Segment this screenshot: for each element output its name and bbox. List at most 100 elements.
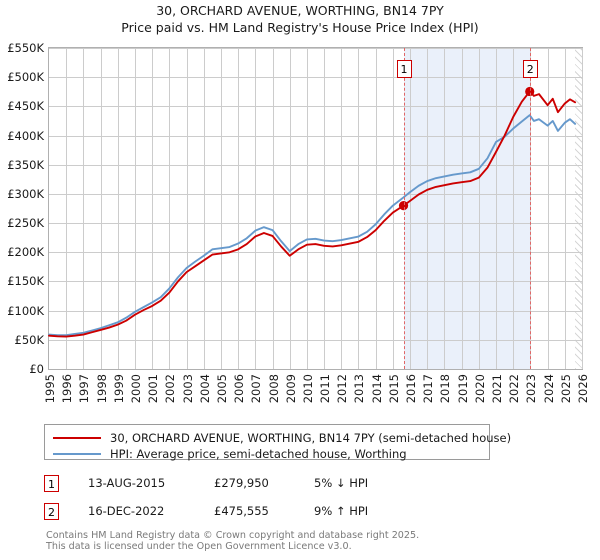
x-axis-tick-label: 2012 — [335, 374, 350, 404]
gridline-vertical — [186, 48, 188, 369]
y-axis-tick-label: £350K — [7, 157, 44, 172]
chart-subtitle: Price paid vs. HM Land Registry's House … — [121, 20, 479, 35]
gridline-vertical — [392, 48, 394, 369]
x-axis-tick-label: 2021 — [490, 374, 505, 404]
gridline-vertical — [375, 48, 377, 369]
gridline-vertical — [358, 48, 360, 369]
x-axis-tick-label: 2000 — [128, 374, 143, 404]
transaction-price: £279,950 — [214, 476, 269, 490]
x-axis-tick-label: 2009 — [283, 374, 298, 404]
gridline-vertical — [461, 48, 463, 369]
transaction-marker-1[interactable]: 1 — [396, 60, 412, 78]
gridline-vertical — [496, 48, 498, 369]
gridline-horizontal — [49, 281, 582, 283]
x-axis-tick-label: 2001 — [146, 374, 161, 404]
transaction-marker-2[interactable]: 2 — [522, 60, 538, 78]
footer-line-2: This data is licensed under the Open Gov… — [46, 541, 352, 552]
x-axis-tick-label: 2006 — [232, 374, 247, 404]
x-axis-tick-label: 2011 — [318, 374, 333, 404]
y-axis-tick-label: £100K — [7, 303, 44, 318]
gridline-vertical — [289, 48, 291, 369]
series-line — [48, 114, 577, 337]
gridline-vertical — [547, 48, 549, 369]
x-axis-tick-label: 2004 — [197, 374, 212, 404]
gridline-horizontal — [49, 223, 582, 225]
gridline-horizontal — [49, 193, 582, 195]
x-axis-tick-label: 2025 — [558, 374, 573, 404]
x-axis-tick-label: 2018 — [438, 374, 453, 404]
legend: 30, ORCHARD AVENUE, WORTHING, BN14 7PY (… — [44, 424, 511, 462]
legend-label: HPI: Average price, semi-detached house,… — [110, 447, 407, 461]
x-axis-tick-label: 2016 — [404, 374, 419, 404]
transaction-price: £475,555 — [214, 504, 269, 518]
x-axis-tick-label: 2026 — [576, 374, 590, 404]
footer-line-1: Contains HM Land Registry data © Crown c… — [46, 530, 420, 541]
transaction-vline — [403, 48, 405, 369]
transaction-date: 16-DEC-2022 — [88, 504, 165, 518]
y-axis-tick-label: £250K — [7, 216, 44, 231]
gridline-vertical — [341, 48, 343, 369]
x-axis-tick-label: 2015 — [386, 374, 401, 404]
footer: Contains HM Land Registry data © Crown c… — [46, 530, 586, 552]
gridline-vertical — [100, 48, 102, 369]
transaction-hpi-delta: 5% ↓ HPI — [314, 476, 369, 490]
gridline-horizontal — [49, 106, 582, 108]
legend-color-swatch — [53, 453, 101, 455]
gridline-horizontal — [49, 252, 582, 254]
gridline-vertical — [272, 48, 274, 369]
plot-area — [48, 47, 583, 370]
x-axis-tick-label: 1999 — [111, 374, 126, 404]
gridline-vertical — [324, 48, 326, 369]
gridline-vertical — [410, 48, 412, 369]
gridline-vertical — [306, 48, 308, 369]
transaction-hpi-delta: 9% ↑ HPI — [314, 504, 369, 518]
x-axis-tick-label: 1995 — [43, 374, 57, 404]
x-axis-tick-label: 2002 — [163, 374, 178, 404]
y-axis-tick-label: £50K — [14, 332, 45, 347]
x-axis-tick-label: 2024 — [541, 374, 556, 404]
x-axis-tick-label: 2014 — [369, 374, 384, 404]
x-axis-tick-label: 1997 — [77, 374, 92, 404]
x-axis-tick-label: 2003 — [180, 374, 195, 404]
gridline-vertical — [238, 48, 240, 369]
series-line — [48, 90, 577, 338]
x-axis-tick-label: 2013 — [352, 374, 367, 404]
gridline-vertical — [134, 48, 136, 369]
chart-titles: 30, ORCHARD AVENUE, WORTHING, BN14 7PY P… — [0, 2, 600, 36]
gridline-vertical — [427, 48, 429, 369]
x-axis-tick-label: 2017 — [421, 374, 436, 404]
y-axis-tick-label: £450K — [7, 99, 44, 114]
x-axis-tick-label: 2008 — [266, 374, 281, 404]
x-axis-tick-label: 2007 — [249, 374, 264, 404]
gridline-vertical — [444, 48, 446, 369]
x-axis-tick-label: 2005 — [214, 374, 229, 404]
gridline-vertical — [513, 48, 515, 369]
gridline-horizontal — [49, 77, 582, 79]
gridline-vertical — [582, 48, 583, 369]
y-axis-tick-label: £150K — [7, 274, 44, 289]
gridline-vertical — [66, 48, 68, 369]
transaction-date: 13-AUG-2015 — [88, 476, 166, 490]
gridline-vertical — [83, 48, 85, 369]
gridline-vertical — [152, 48, 154, 369]
y-axis-tick-label: £300K — [7, 186, 44, 201]
gridline-horizontal — [49, 339, 582, 341]
gridline-vertical — [203, 48, 205, 369]
gridline-horizontal — [49, 48, 582, 49]
gridline-vertical — [478, 48, 480, 369]
gridline-horizontal — [49, 310, 582, 312]
gridline-vertical — [564, 48, 566, 369]
legend-item: HPI: Average price, semi-detached house,… — [53, 446, 407, 462]
x-axis-tick-label: 2010 — [300, 374, 315, 404]
x-axis-tick-label: 1998 — [94, 374, 109, 404]
transaction-vline — [529, 48, 531, 369]
gridline-horizontal — [49, 164, 582, 166]
x-axis-tick-label: 1996 — [60, 374, 75, 404]
x-axis-tick-label: 2022 — [507, 374, 522, 404]
gridline-vertical — [255, 48, 257, 369]
y-axis-tick-label: £550K — [7, 41, 44, 55]
gridline-vertical — [117, 48, 119, 369]
y-axis-tick-label: £500K — [7, 70, 44, 85]
x-axis-tick-label: 2019 — [455, 374, 470, 404]
